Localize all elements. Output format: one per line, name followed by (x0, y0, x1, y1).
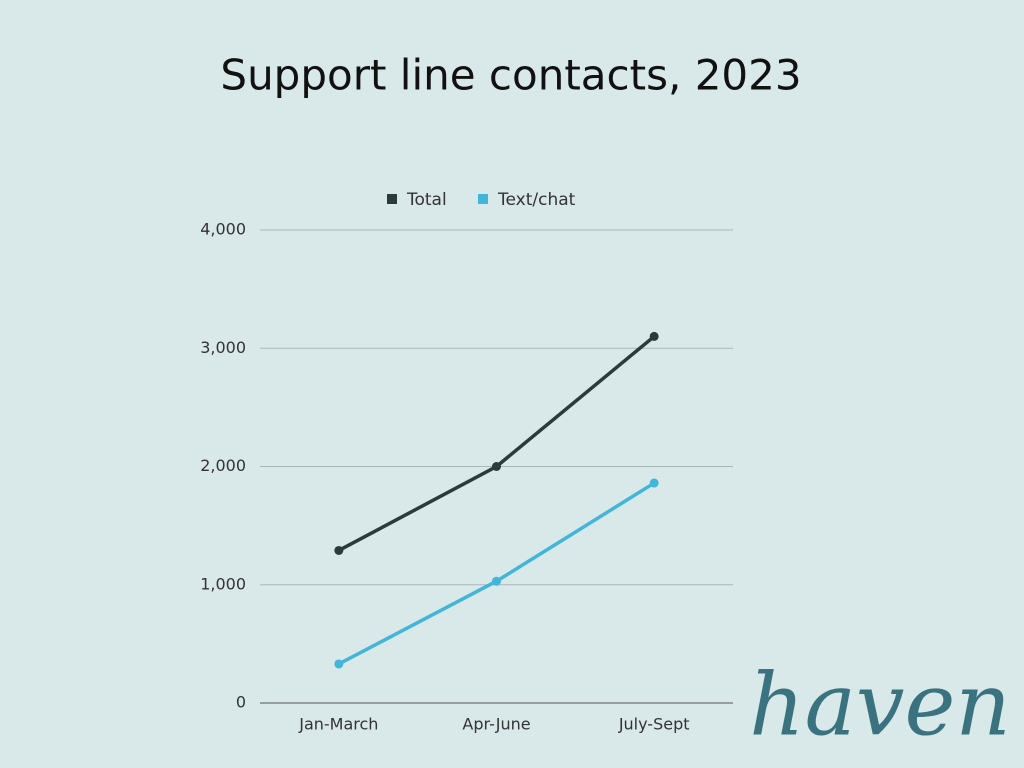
logo: haven (749, 656, 1011, 756)
point (334, 545, 344, 555)
y-tick-label: 1,000 (200, 574, 246, 593)
point (649, 478, 659, 488)
y-tick-label: 0 (236, 693, 246, 712)
point (649, 331, 659, 341)
legend-label: Total (406, 190, 447, 210)
point (492, 576, 501, 586)
point (492, 462, 501, 471)
y-tick-label: 4,000 (200, 220, 246, 239)
chart-title: Support line contacts, 2023 (220, 51, 801, 100)
legend-label: Text/chat (497, 190, 576, 210)
x-tick-label: Apr-June (462, 715, 530, 734)
point (334, 659, 344, 669)
legend-swatch (387, 194, 397, 204)
series-line (338, 481, 656, 666)
legend-swatch (478, 194, 488, 204)
x-tick-label: Jan-March (298, 715, 378, 734)
y-tick-label: 3,000 (200, 338, 246, 357)
y-tick-label: 2,000 (200, 456, 246, 475)
x-tick-label: July-Sept (618, 715, 690, 734)
series-line (338, 335, 656, 553)
